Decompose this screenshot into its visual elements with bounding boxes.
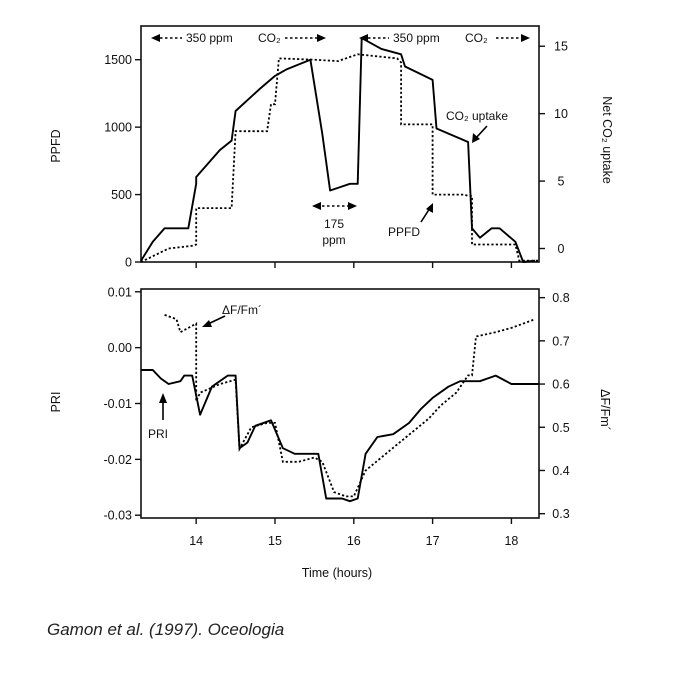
- low-co2-period-arrow: 175 ppm: [312, 202, 357, 247]
- x-axis-label: Time (hours): [302, 566, 372, 580]
- right-y-tick-label: 5: [558, 175, 565, 189]
- left-y-tick-label: 0.01: [108, 285, 132, 299]
- ppfd-callout: PPFD: [388, 203, 433, 239]
- fluorescence-line: [164, 314, 536, 498]
- bottom-right-axis-label: ΔF/Fm´: [598, 389, 612, 431]
- top-panel: 0 500 1000 1500 0 5 10 15 PPFD Net CO₂ uptake 3…: [49, 25, 614, 270]
- low-ppm-value: 175: [324, 217, 344, 231]
- left-y-tick-label: -0.03: [104, 509, 133, 523]
- left-co2-label: CO₂: [258, 31, 281, 45]
- fluorescence-callout: ΔF/Fm´: [202, 303, 262, 327]
- x-tick-label: 15: [268, 534, 282, 548]
- bottom-panel: 14 15 16 17 18 0.01 0.00 -0.01 -0.02 -0.03 0.8 0.7 0…: [49, 285, 612, 580]
- right-y-tick-label: 0.5: [552, 421, 569, 435]
- right-y-tick-label: 0.3: [552, 507, 569, 521]
- left-y-tick-label: 500: [111, 188, 132, 202]
- top-plot-frame: [140, 25, 540, 263]
- fluorescence-label: ΔF/Fm´: [222, 303, 262, 317]
- pri-callout: PRI: [148, 393, 168, 441]
- left-y-tick-label: -0.01: [104, 397, 133, 411]
- top-left-axis-label: PPFD: [49, 129, 63, 162]
- bottom-left-axis-label: PRI: [49, 392, 63, 413]
- x-tick-label: 18: [504, 534, 518, 548]
- right-y-tick-label: 0.6: [552, 378, 569, 392]
- right-co2-label: CO₂: [465, 31, 488, 45]
- left-y-tick-label: 0: [125, 256, 132, 270]
- pri-line: [141, 369, 539, 503]
- pri-label: PRI: [148, 427, 168, 441]
- x-tick-label: 14: [189, 534, 203, 548]
- ppfd-label: PPFD: [388, 225, 420, 239]
- co2-uptake-callout: CO₂ uptake: [446, 109, 508, 143]
- right-co2-period-arrow: 350 ppm CO₂: [359, 31, 530, 45]
- right-y-tick-label: 0.4: [552, 464, 569, 478]
- co2-uptake-line: [140, 37, 536, 263]
- low-ppm-unit: ppm: [322, 233, 345, 247]
- left-ppm-label: 350 ppm: [186, 31, 233, 45]
- left-y-tick-label: 1000: [104, 121, 132, 135]
- bottom-ticks: 14 15 16 17 18 0.01 0.00 -0.01 -0.02 -0.03 0.8 0.7 0…: [104, 285, 570, 548]
- left-y-tick-label: 0.00: [108, 341, 132, 355]
- left-y-tick-label: 1500: [104, 53, 132, 67]
- right-ppm-label: 350 ppm: [393, 31, 440, 45]
- bottom-plot-frame: [140, 288, 540, 519]
- right-y-tick-label: 0.7: [552, 334, 569, 348]
- right-y-tick-label: 15: [554, 40, 568, 54]
- co2-uptake-label: CO₂ uptake: [446, 109, 508, 123]
- x-tick-label: 16: [347, 534, 361, 548]
- right-y-tick-label: 10: [554, 107, 568, 121]
- top-ticks: 0 500 1000 1500 0 5 10 15: [104, 40, 568, 270]
- left-co2-period-arrow: 350 ppm CO₂: [151, 31, 326, 45]
- x-tick-label: 17: [426, 534, 440, 548]
- right-y-tick-label: 0.8: [552, 291, 569, 305]
- citation: Gamon et al. (1997). Oceologia: [47, 620, 285, 639]
- right-y-tick-label: 0: [558, 242, 565, 256]
- top-right-axis-label: Net CO₂ uptake: [600, 96, 614, 184]
- ppfd-line: [140, 53, 539, 263]
- left-y-tick-label: -0.02: [104, 453, 133, 467]
